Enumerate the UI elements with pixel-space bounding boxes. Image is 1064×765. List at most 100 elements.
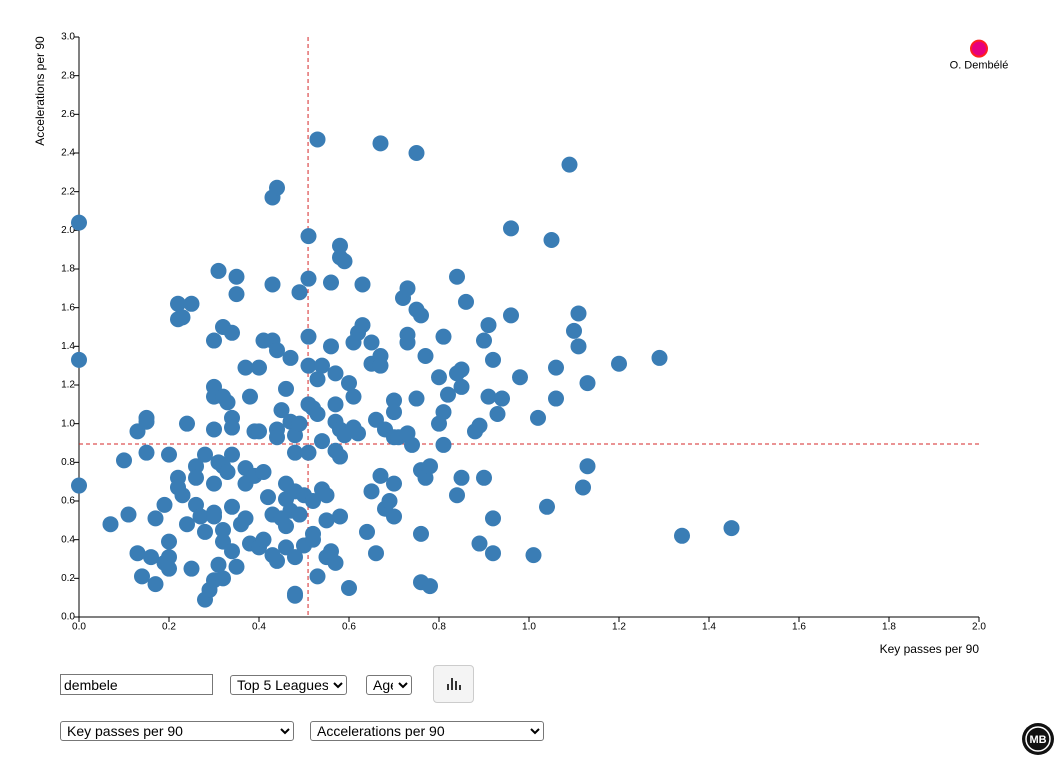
data-point	[359, 523, 375, 540]
data-point	[449, 487, 465, 504]
data-point	[386, 475, 402, 492]
data-point	[206, 475, 222, 492]
data-point	[543, 232, 560, 248]
x-tick-label: 0.6	[342, 622, 356, 633]
data-point	[224, 446, 240, 463]
data-point	[156, 496, 173, 513]
data-point	[219, 464, 236, 480]
data-point	[449, 268, 465, 285]
league-select[interactable]: Top 5 Leagues	[230, 675, 347, 695]
data-point	[210, 556, 227, 573]
data-point	[71, 477, 87, 494]
data-point	[381, 493, 398, 509]
bar-icon	[446, 677, 461, 690]
y-tick-label: 0.8	[61, 457, 75, 468]
data-point	[417, 348, 434, 364]
data-point	[539, 498, 555, 515]
data-point	[399, 280, 416, 297]
y-tick-label: 1.8	[61, 264, 75, 275]
data-point	[399, 334, 416, 351]
data-point	[287, 587, 303, 604]
y-tick-label: 3.0	[61, 32, 75, 43]
x-tick-label: 1.2	[612, 622, 626, 633]
data-point	[323, 338, 339, 355]
data-point	[309, 406, 326, 422]
logo: MB	[1022, 723, 1054, 755]
x-metric-select[interactable]: Key passes per 90	[60, 721, 294, 741]
data-point	[570, 338, 587, 355]
data-point	[102, 516, 119, 533]
data-point	[494, 390, 510, 407]
y-tick-label: 1.0	[61, 418, 75, 429]
x-tick-label: 0.8	[432, 622, 446, 633]
data-point	[183, 295, 200, 312]
data-point	[300, 357, 317, 374]
data-point	[138, 413, 155, 430]
data-point	[372, 357, 389, 374]
x-tick-label: 0.2	[162, 622, 176, 633]
data-point	[570, 305, 587, 322]
data-point	[453, 361, 470, 378]
data-point	[251, 359, 267, 376]
data-point	[300, 444, 317, 461]
data-point	[179, 516, 195, 533]
data-point	[291, 506, 308, 523]
data-point	[174, 309, 191, 326]
data-point	[408, 390, 425, 407]
data-point	[134, 568, 150, 585]
sort-select[interactable]: Age	[366, 675, 412, 695]
data-point	[323, 274, 339, 291]
data-point	[476, 332, 492, 349]
logo-text: MB	[1029, 734, 1046, 746]
data-point	[566, 322, 582, 339]
data-point	[480, 317, 497, 334]
data-point	[440, 386, 456, 403]
data-point	[336, 253, 353, 270]
data-point	[341, 375, 357, 392]
data-point	[147, 510, 164, 527]
x-tick-label: 1.6	[792, 622, 806, 633]
data-point	[161, 560, 177, 577]
data-point	[611, 355, 627, 372]
search-input[interactable]	[60, 674, 213, 695]
data-point	[327, 365, 344, 382]
data-point	[435, 436, 452, 453]
data-point	[422, 458, 438, 475]
data-point	[120, 506, 137, 523]
data-point	[354, 276, 371, 293]
y-tick-label: 2.6	[61, 109, 75, 120]
data-point	[215, 522, 231, 538]
y-metric-select[interactable]: Accelerations per 90	[310, 721, 544, 741]
data-point	[350, 425, 366, 442]
x-tick-label: 0.0	[72, 622, 86, 633]
data-point	[305, 493, 321, 509]
chart-button[interactable]	[433, 665, 474, 703]
y-axis-label: Accelerations per 90	[33, 36, 47, 146]
data-point	[309, 568, 326, 585]
highlight-point	[970, 39, 988, 58]
data-point	[723, 520, 740, 537]
data-point	[278, 380, 294, 397]
data-point	[413, 525, 429, 542]
data-point	[453, 378, 470, 395]
x-tick-label: 1.8	[882, 622, 896, 633]
y-tick-label: 0.6	[61, 496, 75, 507]
data-point	[525, 547, 542, 564]
data-point	[219, 394, 236, 411]
data-point	[548, 390, 564, 407]
data-point	[224, 324, 240, 341]
data-point	[129, 545, 146, 562]
data-point	[183, 560, 200, 577]
x-tick-label: 0.4	[252, 622, 266, 633]
data-point	[287, 549, 303, 566]
data-point	[431, 369, 447, 386]
data-point	[255, 464, 272, 480]
y-tick-label: 2.8	[61, 70, 75, 81]
data-point	[224, 543, 240, 560]
data-point	[548, 359, 564, 376]
data-point	[480, 388, 497, 405]
data-point	[372, 467, 389, 484]
data-point	[471, 535, 488, 552]
data-point	[174, 487, 191, 504]
